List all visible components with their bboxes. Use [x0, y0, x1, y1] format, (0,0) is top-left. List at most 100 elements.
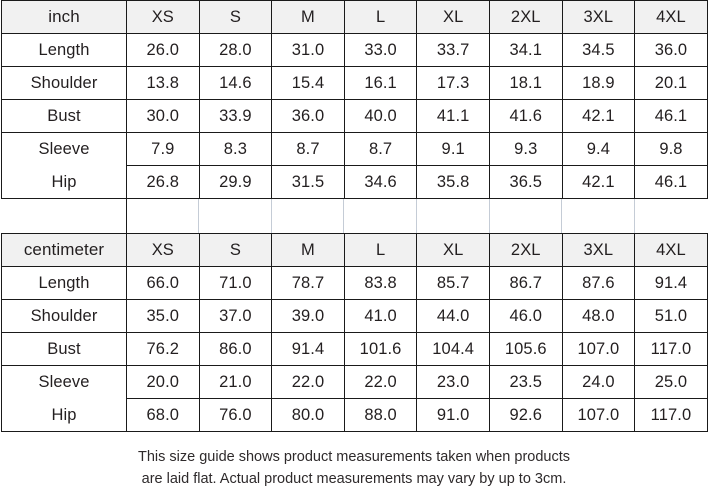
cell-length-m-cm: 78.7: [271, 266, 345, 300]
cell-sleeve-l-cm: 22.0: [343, 365, 418, 399]
size-header-m-cm: M: [271, 233, 345, 267]
cell-length-m-inch: 31.0: [271, 33, 345, 67]
table-row: Shoulder 13.8 14.6 15.4 16.1 17.3 18.1 1…: [1, 66, 708, 100]
cell-bust-l-inch: 40.0: [343, 99, 418, 133]
cell-hip-xs-inch: 26.8: [126, 165, 200, 199]
cell-sleeve-2xl-cm: 23.5: [488, 365, 563, 399]
size-header-3xl: 3XL: [561, 0, 636, 34]
spacer-cell: [489, 199, 563, 233]
cell-bust-2xl-cm: 105.6: [488, 332, 563, 366]
table-row: Bust 76.2 86.0 91.4 101.6 104.4 105.6 10…: [1, 332, 708, 366]
cell-shoulder-2xl-cm: 46.0: [488, 299, 563, 333]
table-row: Length 26.0 28.0 31.0 33.0 33.7 34.1 34.…: [1, 33, 708, 67]
cell-length-4xl-inch: 36.0: [634, 33, 708, 67]
cell-bust-s-inch: 33.9: [198, 99, 273, 133]
cell-hip-2xl-inch: 36.5: [488, 165, 563, 199]
cell-hip-l-inch: 34.6: [343, 165, 418, 199]
size-header-xs: XS: [126, 0, 200, 34]
size-header-m: M: [271, 0, 345, 34]
measure-label-bust-inch: Bust: [1, 99, 127, 133]
cell-hip-l-cm: 88.0: [343, 398, 418, 432]
cell-sleeve-xs-cm: 20.0: [126, 365, 200, 399]
cell-sleeve-xl-cm: 23.0: [416, 365, 490, 399]
table-header-row-centimeter: centimeter XS S M L XL 2XL 3XL 4XL: [1, 233, 708, 267]
cell-bust-l-cm: 101.6: [343, 332, 418, 366]
cell-shoulder-s-cm: 37.0: [198, 299, 273, 333]
cell-length-l-cm: 83.8: [343, 266, 418, 300]
cell-sleeve-4xl-cm: 25.0: [634, 365, 708, 399]
cell-shoulder-m-cm: 39.0: [271, 299, 345, 333]
cell-bust-xl-inch: 41.1: [416, 99, 490, 133]
cell-length-2xl-cm: 86.7: [488, 266, 563, 300]
disclaimer-line-2: are laid flat. Actual product measuremen…: [141, 471, 567, 488]
cell-hip-m-inch: 31.5: [271, 165, 345, 199]
size-header-2xl-cm: 2XL: [488, 233, 563, 267]
cell-shoulder-s-inch: 14.6: [198, 66, 273, 100]
spacer-cell: [561, 199, 635, 233]
measure-label-sleeve-cm: Sleeve: [1, 365, 127, 399]
cell-bust-s-cm: 86.0: [198, 332, 273, 366]
table-header-row-inch: inch XS S M L XL 2XL 3XL 4XL: [1, 0, 708, 34]
unit-label-inch: inch: [1, 0, 127, 34]
table-row: Shoulder 35.0 37.0 39.0 41.0 44.0 46.0 4…: [1, 299, 708, 333]
cell-shoulder-4xl-inch: 20.1: [634, 66, 708, 100]
spacer-row: [1, 199, 707, 233]
table-row: Length 66.0 71.0 78.7 83.8 85.7 86.7 87.…: [1, 266, 708, 300]
size-header-l: L: [343, 0, 418, 34]
measure-label-shoulder-cm: Shoulder: [1, 299, 127, 333]
measure-label-shoulder-inch: Shoulder: [1, 66, 127, 100]
cell-bust-4xl-inch: 46.1: [634, 99, 708, 133]
spacer-cell: [126, 199, 200, 233]
cell-sleeve-s-cm: 21.0: [198, 365, 273, 399]
size-header-3xl-cm: 3XL: [561, 233, 636, 267]
cell-hip-3xl-cm: 107.0: [561, 398, 636, 432]
cell-length-l-inch: 33.0: [343, 33, 418, 67]
cell-bust-3xl-cm: 107.0: [561, 332, 636, 366]
cell-length-3xl-inch: 34.5: [561, 33, 636, 67]
cell-bust-xs-cm: 76.2: [126, 332, 200, 366]
cell-sleeve-4xl-inch: 9.8: [634, 132, 708, 166]
size-header-s-cm: S: [198, 233, 273, 267]
cell-bust-m-inch: 36.0: [271, 99, 345, 133]
cell-sleeve-3xl-inch: 9.4: [561, 132, 636, 166]
cell-hip-xs-cm: 68.0: [126, 398, 200, 432]
cell-sleeve-m-inch: 8.7: [271, 132, 345, 166]
cell-sleeve-3xl-cm: 24.0: [561, 365, 636, 399]
spacer-cell: [1, 199, 127, 233]
size-header-2xl: 2XL: [488, 0, 563, 34]
cell-hip-m-cm: 80.0: [271, 398, 345, 432]
measure-label-length-cm: Length: [1, 266, 127, 300]
spacer-cell: [343, 199, 417, 233]
cell-shoulder-xl-cm: 44.0: [416, 299, 490, 333]
size-header-l-cm: L: [343, 233, 418, 267]
size-guide-disclaimer: This size guide shows product measuremen…: [1, 446, 707, 491]
size-table-inch: inch XS S M L XL 2XL 3XL 4XL Length 26.0…: [1, 0, 708, 199]
table-row: Hip 68.0 76.0 80.0 88.0 91.0 92.6 107.0 …: [1, 398, 708, 432]
cell-length-s-inch: 28.0: [198, 33, 273, 67]
cell-length-xl-cm: 85.7: [416, 266, 490, 300]
cell-shoulder-xs-inch: 13.8: [126, 66, 200, 100]
spacer-cell: [634, 199, 707, 233]
cell-bust-4xl-cm: 117.0: [634, 332, 708, 366]
cell-hip-xl-cm: 91.0: [416, 398, 490, 432]
cell-length-xs-inch: 26.0: [126, 33, 200, 67]
size-header-s: S: [198, 0, 273, 34]
cell-bust-2xl-inch: 41.6: [488, 99, 563, 133]
cell-bust-m-cm: 91.4: [271, 332, 345, 366]
table-row: Hip 26.8 29.9 31.5 34.6 35.8 36.5 42.1 4…: [1, 165, 708, 199]
measure-label-hip-inch: Hip: [1, 165, 127, 199]
table-spacer-band: [1, 199, 707, 233]
cell-sleeve-m-cm: 22.0: [271, 365, 345, 399]
table-row: Sleeve 7.9 8.3 8.7 8.7 9.1 9.3 9.4 9.8: [1, 132, 708, 166]
measure-label-bust-cm: Bust: [1, 332, 127, 366]
cell-length-3xl-cm: 87.6: [561, 266, 636, 300]
cell-shoulder-xs-cm: 35.0: [126, 299, 200, 333]
cell-length-4xl-cm: 91.4: [634, 266, 708, 300]
disclaimer-line-1: This size guide shows product measuremen…: [138, 449, 570, 465]
cell-hip-4xl-cm: 117.0: [634, 398, 708, 432]
cell-sleeve-s-inch: 8.3: [198, 132, 273, 166]
spacer-cell: [416, 199, 490, 233]
size-header-xl: XL: [416, 0, 490, 34]
cell-hip-s-inch: 29.9: [198, 165, 273, 199]
cell-shoulder-l-cm: 41.0: [343, 299, 418, 333]
